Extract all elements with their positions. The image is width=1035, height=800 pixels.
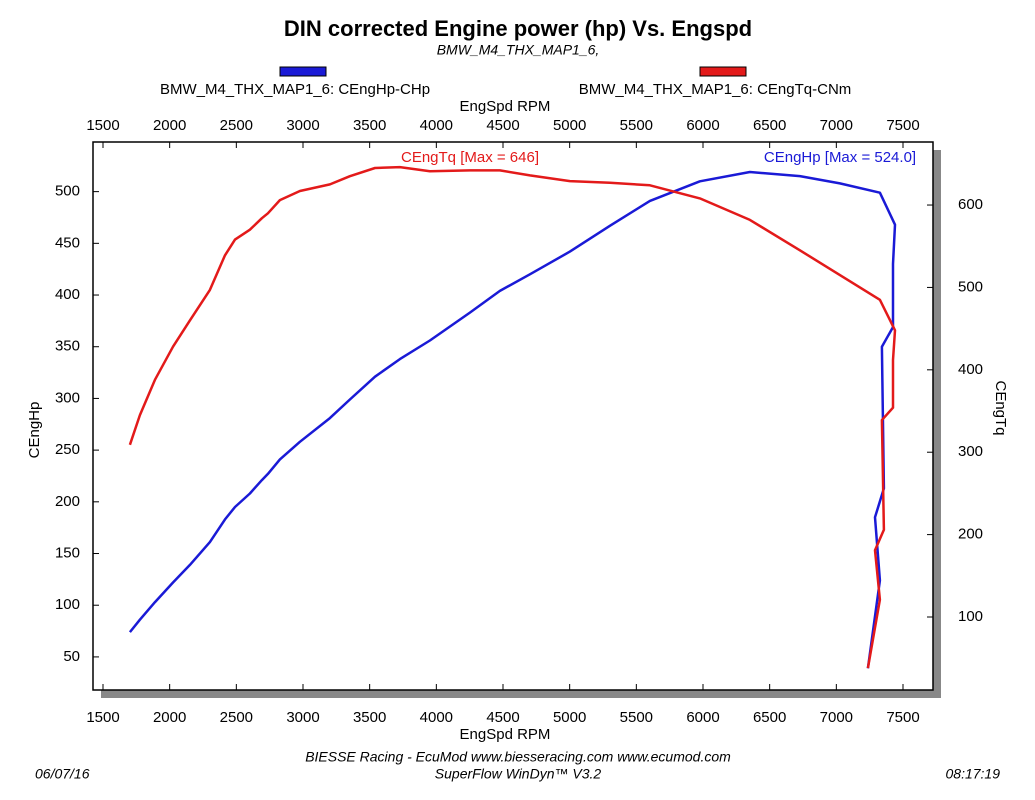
x-tick-label: 5500 <box>620 709 653 726</box>
x-tick-label-top: 7500 <box>886 117 919 134</box>
x-axis-label: EngSpd RPM <box>460 726 551 743</box>
y-tick-label: 50 <box>63 648 80 665</box>
y-tick-label: 200 <box>55 493 80 510</box>
legend-swatch <box>279 66 327 77</box>
x-tick-label-top: 3500 <box>353 117 386 134</box>
y-tick-label: 500 <box>55 183 80 200</box>
series-line <box>128 165 897 669</box>
y-tick-label: 350 <box>55 338 80 355</box>
x-tick-label-top: 6000 <box>686 117 719 134</box>
y-tick-label: 250 <box>55 441 80 458</box>
chart-subtitle: BMW_M4_THX_MAP1_6, <box>437 42 600 58</box>
y2-tick-label: 300 <box>958 443 983 460</box>
footer-date: 06/07/16 <box>35 766 90 782</box>
footer-credit: BIESSE Racing - EcuMod www.biesseracing.… <box>305 749 731 765</box>
x-tick-label: 7000 <box>820 709 853 726</box>
x-tick-label-top: 6500 <box>753 117 786 134</box>
y-axis-label: CEngHp <box>26 402 43 459</box>
x-tick-label: 6000 <box>686 709 719 726</box>
x-axis-label-top: EngSpd RPM <box>460 98 551 115</box>
annotation: CEngHp [Max = 524.0] <box>764 149 916 166</box>
x-tick-label-top: 2000 <box>153 117 186 134</box>
y2-tick-label: 200 <box>958 526 983 543</box>
y2-axis-label: CEngTq <box>992 380 1009 435</box>
x-tick-label-top: 2500 <box>220 117 253 134</box>
x-tick-label: 4500 <box>486 709 519 726</box>
x-tick-label-top: 4000 <box>420 117 453 134</box>
x-tick-label: 6500 <box>753 709 786 726</box>
y2-tick-label: 600 <box>958 196 983 213</box>
x-tick-label-top: 4500 <box>486 117 519 134</box>
y2-tick-label: 500 <box>958 278 983 295</box>
x-tick-label-top: 1500 <box>86 117 119 134</box>
y-tick-label: 400 <box>55 286 80 303</box>
x-tick-label-top: 7000 <box>820 117 853 134</box>
legend-swatch <box>699 66 747 77</box>
x-tick-label: 2000 <box>153 709 186 726</box>
annotation: CEngTq [Max = 646] <box>401 149 539 166</box>
x-tick-label: 4000 <box>420 709 453 726</box>
y-tick-label: 100 <box>55 596 80 613</box>
x-tick-label: 3000 <box>286 709 319 726</box>
series-line <box>128 170 897 669</box>
x-tick-label: 3500 <box>353 709 386 726</box>
x-tick-label: 1500 <box>86 709 119 726</box>
y-tick-label: 450 <box>55 234 80 251</box>
y2-tick-label: 400 <box>958 361 983 378</box>
y-tick-label: 150 <box>55 544 80 561</box>
footer-time: 08:17:19 <box>946 766 1001 782</box>
x-tick-label: 2500 <box>220 709 253 726</box>
legend-label: BMW_M4_THX_MAP1_6: CEngHp-CHp <box>160 81 430 98</box>
y-tick-label: 300 <box>55 389 80 406</box>
x-tick-label-top: 5500 <box>620 117 653 134</box>
x-tick-label: 5000 <box>553 709 586 726</box>
chart-title: DIN corrected Engine power (hp) Vs. Engs… <box>284 16 752 41</box>
x-tick-label-top: 5000 <box>553 117 586 134</box>
x-tick-label-top: 3000 <box>286 117 319 134</box>
x-tick-label: 7500 <box>886 709 919 726</box>
plot-area <box>92 141 934 691</box>
legend-label: BMW_M4_THX_MAP1_6: CEngTq-CNm <box>579 81 852 98</box>
footer-software: SuperFlow WinDyn™ V3.2 <box>435 766 602 782</box>
y2-tick-label: 100 <box>958 608 983 625</box>
